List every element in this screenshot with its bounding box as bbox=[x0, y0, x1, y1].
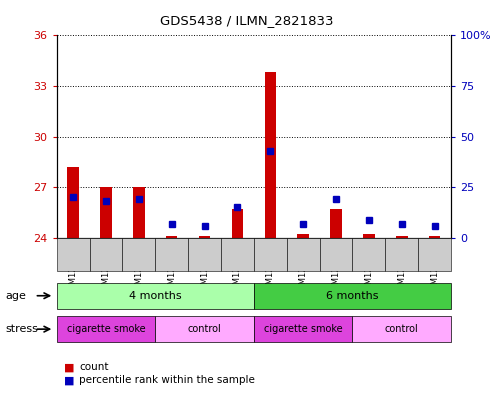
Bar bbox=[297, 234, 309, 238]
Text: control: control bbox=[188, 324, 221, 334]
Text: cigarette smoke: cigarette smoke bbox=[264, 324, 343, 334]
Text: 6 months: 6 months bbox=[326, 291, 379, 301]
Bar bbox=[232, 209, 243, 238]
Text: percentile rank within the sample: percentile rank within the sample bbox=[79, 375, 255, 386]
Bar bbox=[68, 167, 79, 238]
Text: cigarette smoke: cigarette smoke bbox=[67, 324, 145, 334]
Bar bbox=[363, 234, 375, 238]
Bar bbox=[330, 209, 342, 238]
Bar bbox=[396, 236, 408, 238]
Bar bbox=[265, 72, 276, 238]
Text: control: control bbox=[385, 324, 419, 334]
Text: count: count bbox=[79, 362, 108, 373]
Bar bbox=[166, 236, 177, 238]
Text: ■: ■ bbox=[64, 362, 74, 373]
Text: GDS5438 / ILMN_2821833: GDS5438 / ILMN_2821833 bbox=[160, 14, 333, 27]
Bar bbox=[429, 236, 440, 238]
Text: age: age bbox=[5, 291, 26, 301]
Text: ■: ■ bbox=[64, 375, 74, 386]
Text: 4 months: 4 months bbox=[129, 291, 181, 301]
Text: stress: stress bbox=[5, 324, 38, 334]
Bar bbox=[199, 236, 211, 238]
Bar bbox=[133, 187, 144, 238]
Bar bbox=[100, 187, 112, 238]
